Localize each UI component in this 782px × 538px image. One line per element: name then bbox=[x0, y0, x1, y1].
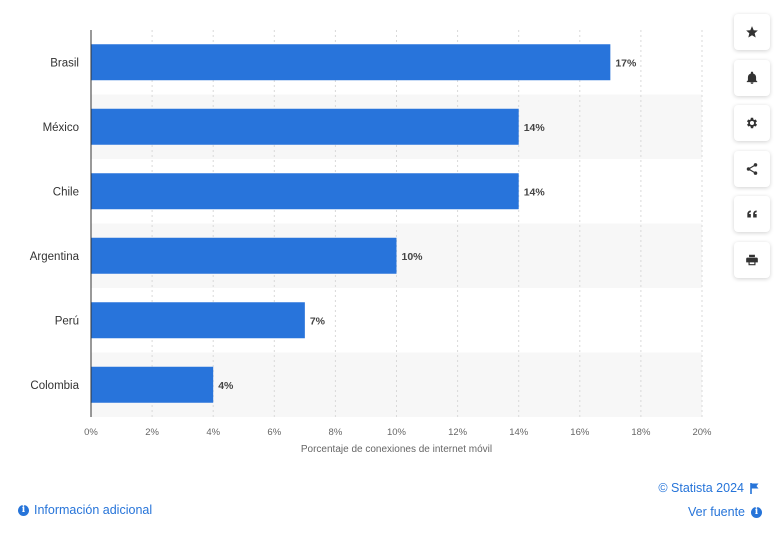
additional-info-link[interactable]: i Información adicional bbox=[18, 503, 152, 517]
category-label: Perú bbox=[55, 315, 79, 327]
cite-button[interactable] bbox=[734, 196, 770, 232]
category-label: Brasil bbox=[50, 57, 79, 69]
flag-icon bbox=[750, 482, 759, 494]
value-label: 7% bbox=[310, 315, 326, 327]
x-tick-label: 0% bbox=[84, 427, 98, 438]
category-label: Chile bbox=[53, 186, 79, 198]
info-icon: i bbox=[751, 506, 762, 518]
bar[interactable] bbox=[91, 108, 519, 145]
view-source-link[interactable]: Ver fuente i bbox=[688, 505, 762, 519]
x-tick-label: 10% bbox=[387, 427, 407, 438]
x-tick-label: 18% bbox=[631, 427, 651, 438]
settings-button[interactable] bbox=[734, 105, 770, 141]
value-label: 10% bbox=[402, 251, 424, 263]
x-tick-label: 6% bbox=[267, 427, 281, 438]
gear-icon bbox=[746, 117, 758, 129]
favorite-button[interactable] bbox=[734, 14, 770, 50]
category-label: Argentina bbox=[30, 251, 80, 263]
category-label: Colombia bbox=[30, 380, 79, 392]
category-label: México bbox=[43, 122, 79, 134]
x-axis-title: Porcentaje de conexiones de internet móv… bbox=[301, 444, 492, 455]
copyright-label: © Statista 2024 bbox=[658, 481, 744, 495]
additional-info-label: Información adicional bbox=[34, 503, 153, 517]
x-tick-label: 20% bbox=[692, 427, 712, 438]
view-source-label: Ver fuente bbox=[688, 505, 745, 519]
share-button[interactable] bbox=[734, 151, 770, 187]
x-tick-label: 14% bbox=[509, 427, 529, 438]
value-label: 4% bbox=[218, 380, 234, 392]
bar[interactable] bbox=[91, 173, 519, 210]
bell-icon bbox=[746, 71, 758, 84]
value-label: 14% bbox=[524, 186, 546, 198]
x-tick-label: 12% bbox=[448, 427, 468, 438]
info-icon: i bbox=[18, 504, 29, 516]
x-tick-label: 4% bbox=[206, 427, 220, 438]
bar[interactable] bbox=[91, 237, 397, 274]
x-tick-label: 8% bbox=[329, 427, 343, 438]
x-tick-label: 2% bbox=[145, 427, 159, 438]
printer-icon bbox=[746, 254, 758, 266]
share-icon bbox=[746, 163, 758, 175]
notification-button[interactable] bbox=[734, 60, 770, 96]
value-label: 14% bbox=[524, 122, 546, 134]
x-tick-label: 16% bbox=[570, 427, 590, 438]
quote-icon bbox=[747, 210, 757, 218]
bar[interactable] bbox=[91, 366, 214, 403]
star-icon bbox=[746, 26, 758, 38]
print-button[interactable] bbox=[734, 242, 770, 278]
statista-copyright[interactable]: © Statista 2024 bbox=[658, 481, 760, 495]
bar[interactable] bbox=[91, 44, 611, 81]
value-label: 17% bbox=[615, 57, 637, 69]
bar[interactable] bbox=[91, 302, 305, 339]
